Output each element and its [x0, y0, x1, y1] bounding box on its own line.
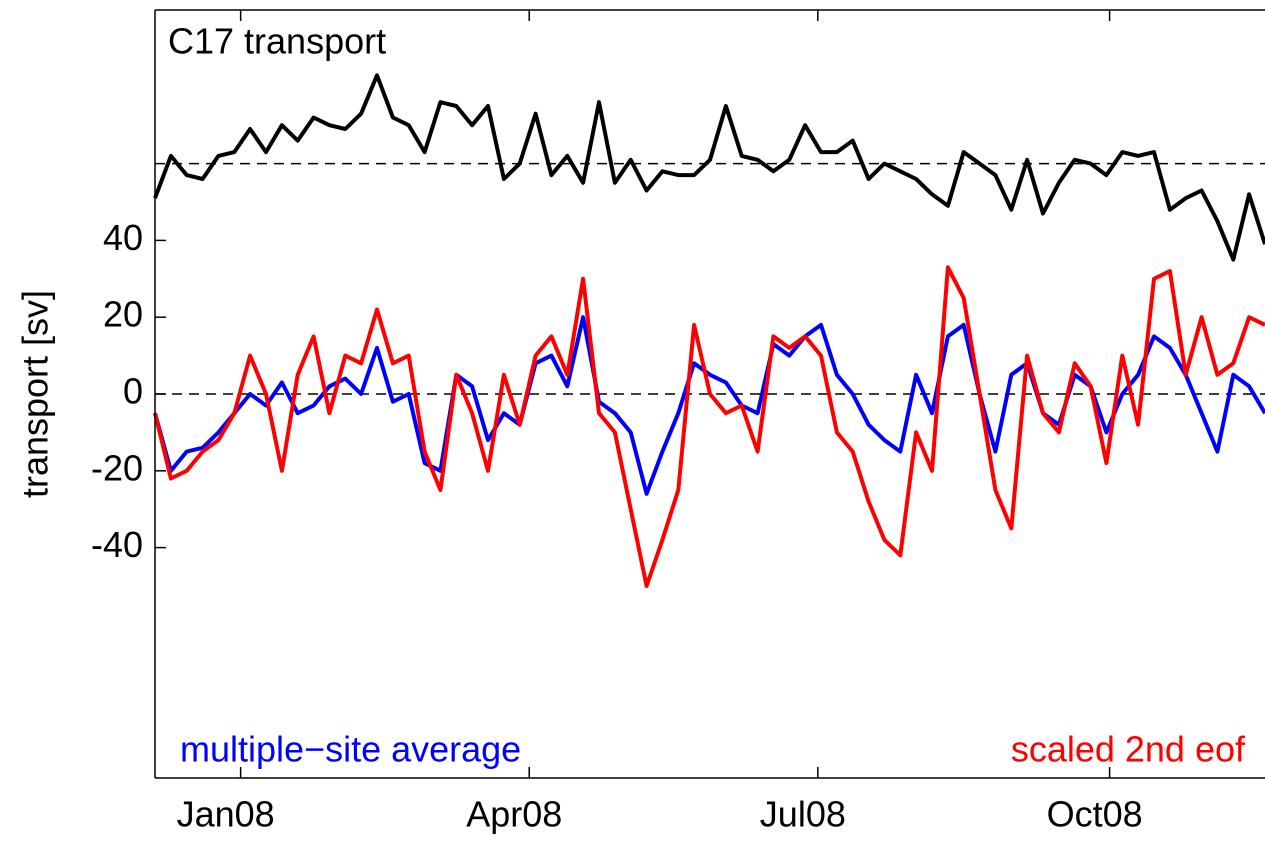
legend-label: scaled 2nd eof [1011, 729, 1246, 770]
x-tick-label: Apr08 [466, 794, 562, 835]
series-line [153, 315, 1265, 496]
legend-label: multiple−site average [180, 729, 521, 770]
y-tick-label: 40 [103, 217, 143, 258]
y-tick-label: 0 [123, 371, 143, 412]
x-tick-label: Jul08 [760, 794, 846, 835]
series-line [153, 265, 1265, 588]
y-tick-label: 20 [103, 294, 143, 335]
y-tick-label: -40 [91, 524, 143, 565]
y-tick-label: -20 [91, 447, 143, 488]
x-tick-label: Jan08 [177, 794, 275, 835]
y-axis-label: transport [sv] [15, 290, 56, 498]
x-tick-label: Oct08 [1047, 794, 1143, 835]
chart-title: C17 transport [168, 21, 386, 62]
series-line [153, 73, 1265, 262]
